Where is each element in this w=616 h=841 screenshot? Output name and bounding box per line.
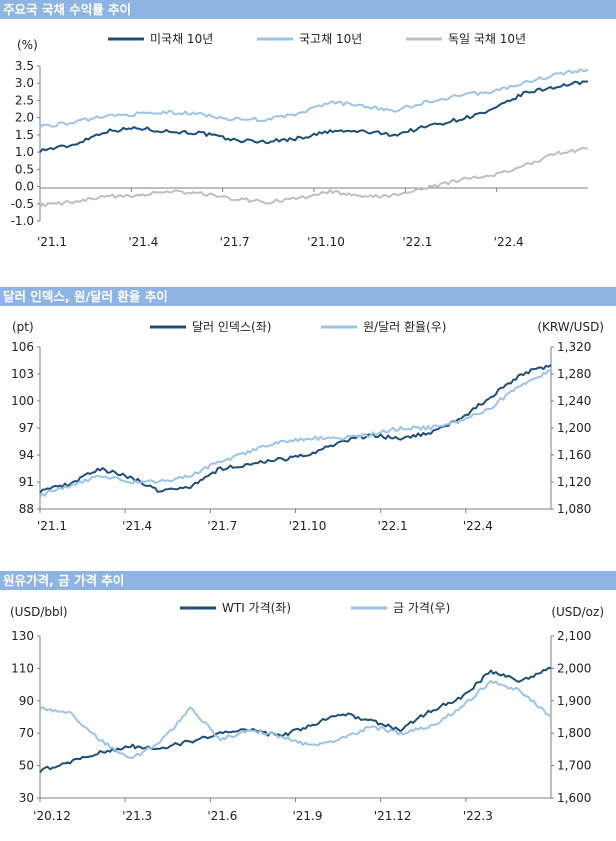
y-tick-label: -1.0	[11, 214, 34, 228]
y2-tick-label: 1,160	[557, 448, 591, 462]
y-tick-label: -0.5	[11, 197, 34, 211]
y2-tick-label: 1,080	[557, 502, 591, 516]
x-tick-label: '21.1	[37, 235, 67, 249]
y-tick-label: 94	[19, 448, 34, 462]
series-line-1	[39, 364, 552, 494]
x-tick-label: '22.1	[402, 235, 432, 249]
x-tick-label: '21.3	[122, 809, 152, 823]
x-tick-label: '22.3	[463, 809, 493, 823]
y-tick-label: 3.0	[15, 76, 34, 90]
y2-tick-label: 1,320	[557, 340, 591, 354]
oil-gold-chart: (USD/bbl) (USD/oz) 130 110 90 70 50 30 2,100 2,00…	[10, 601, 604, 823]
legend: 달러 인덱스(좌) 원/달러 환율(우)	[150, 320, 446, 334]
chart2-header: 달러 인덱스, 원/달러 환율 추이	[0, 287, 616, 306]
x-tick-label: '22.4	[463, 519, 493, 533]
y2-tick-label: 1,280	[557, 367, 591, 381]
x-tick-label: '21.10	[307, 235, 345, 249]
y-tick-label: 97	[19, 421, 34, 435]
y-tick-label: 130	[11, 629, 34, 643]
x-tick-label: '20.12	[33, 809, 71, 823]
y-tick-label: 88	[19, 502, 34, 516]
y-axis-unit: (USD/bbl)	[10, 605, 68, 619]
y-tick-label: 110	[11, 661, 34, 675]
series-line-1	[39, 666, 552, 774]
y-tick-label: 100	[11, 394, 34, 408]
bond-yield-chart: (%)3.53.02.52.01.51.00.50.0-0.5-1.0'21.1…	[11, 32, 589, 249]
y-tick-label: 70	[19, 726, 34, 740]
y-tick-label: 2.0	[15, 111, 34, 125]
y-tick-label: 50	[19, 759, 34, 773]
y-axis-unit: (%)	[17, 38, 38, 52]
legend-label: 국고채 10년	[299, 32, 362, 46]
y2-tick-label: 1,200	[557, 421, 591, 435]
y-tick-label: 0.5	[15, 162, 34, 176]
y-tick-label: 91	[19, 475, 34, 489]
y2-axis-unit: (USD/oz)	[551, 605, 604, 619]
x-tick-label: '21.12	[374, 809, 412, 823]
y2-tick-label: 1,800	[557, 726, 591, 740]
y-tick-label: 103	[11, 367, 34, 381]
y-tick-label: 0.0	[15, 180, 34, 194]
y-axis-unit: (pt)	[12, 320, 34, 334]
legend-label: 달러 인덱스(좌)	[192, 320, 271, 334]
y2-tick-label: 1,120	[557, 475, 591, 489]
legend-label: 미국채 10년	[150, 32, 213, 46]
y2-tick-label: 1,900	[557, 694, 591, 708]
y-tick-label: 90	[19, 694, 34, 708]
series-line-3	[39, 146, 589, 208]
x-tick-label: '21.7	[220, 235, 250, 249]
legend: 미국채 10년 국고채 10년 독일 국채 10년	[108, 32, 526, 46]
x-tick-label: '21.4	[128, 235, 158, 249]
y-tick-label: 30	[19, 791, 34, 805]
dollar-index-chart: (pt) (KRW/USD) 106 103 100 97 94 91 88 1,320 1,280…	[11, 320, 604, 533]
legend-label: WTI 가격(좌)	[222, 601, 291, 615]
y-tick-label: 106	[11, 340, 34, 354]
legend-label: 원/달러 환율(우)	[363, 320, 446, 334]
y2-tick-label: 2,000	[557, 661, 591, 675]
series-line-2	[39, 679, 552, 760]
x-tick-label: '22.4	[494, 235, 524, 249]
series-line-2	[39, 68, 589, 129]
legend-label: 금 가격(우)	[393, 601, 450, 615]
y2-tick-label: 1,240	[557, 394, 591, 408]
x-tick-label: '22.1	[378, 519, 408, 533]
chart3-header: 원유가격, 금 가격 추이	[0, 571, 616, 590]
y2-axis-unit: (KRW/USD)	[537, 320, 604, 334]
legend: WTI 가격(좌) 금 가격(우)	[180, 601, 450, 615]
x-tick-label: '21.6	[207, 809, 237, 823]
chart1-header: 주요국 국채 수익률 추이	[0, 0, 616, 19]
x-tick-label: '21.1	[37, 519, 67, 533]
series-line-1	[39, 80, 589, 153]
y2-tick-label: 1,600	[557, 791, 591, 805]
x-tick-label: '21.4	[122, 519, 152, 533]
series-line-2	[39, 369, 552, 498]
y2-tick-label: 1,700	[557, 759, 591, 773]
x-tick-label: '21.7	[207, 519, 237, 533]
legend-label: 독일 국채 10년	[448, 32, 526, 46]
y-tick-label: 2.5	[15, 93, 34, 107]
y-tick-label: 1.5	[15, 128, 34, 142]
x-tick-label: '21.10	[289, 519, 327, 533]
y-tick-label: 3.5	[15, 59, 34, 73]
x-tick-label: '21.9	[292, 809, 322, 823]
y-tick-label: 1.0	[15, 145, 34, 159]
y2-tick-label: 2,100	[557, 629, 591, 643]
